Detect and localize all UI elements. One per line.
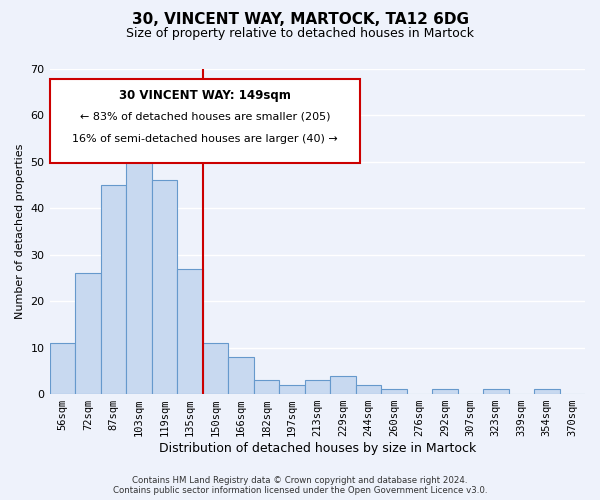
FancyBboxPatch shape xyxy=(50,79,360,164)
Bar xyxy=(152,180,177,394)
Bar xyxy=(330,376,356,394)
Text: 16% of semi-detached houses are larger (40) →: 16% of semi-detached houses are larger (… xyxy=(72,134,338,144)
Text: 30 VINCENT WAY: 149sqm: 30 VINCENT WAY: 149sqm xyxy=(119,88,291,102)
Bar xyxy=(177,268,203,394)
Text: Size of property relative to detached houses in Martock: Size of property relative to detached ho… xyxy=(126,28,474,40)
Bar xyxy=(50,343,75,394)
Bar xyxy=(254,380,279,394)
Bar xyxy=(381,390,407,394)
Bar xyxy=(279,385,305,394)
Bar xyxy=(356,385,381,394)
Bar xyxy=(228,357,254,394)
Bar xyxy=(432,390,458,394)
Bar xyxy=(101,185,126,394)
Text: 30, VINCENT WAY, MARTOCK, TA12 6DG: 30, VINCENT WAY, MARTOCK, TA12 6DG xyxy=(131,12,469,28)
Bar xyxy=(75,274,101,394)
Bar xyxy=(126,134,152,394)
Bar xyxy=(534,390,560,394)
Bar xyxy=(203,343,228,394)
X-axis label: Distribution of detached houses by size in Martock: Distribution of detached houses by size … xyxy=(158,442,476,455)
Y-axis label: Number of detached properties: Number of detached properties xyxy=(15,144,25,319)
Bar xyxy=(483,390,509,394)
Text: Contains HM Land Registry data © Crown copyright and database right 2024.
Contai: Contains HM Land Registry data © Crown c… xyxy=(113,476,487,495)
Text: ← 83% of detached houses are smaller (205): ← 83% of detached houses are smaller (20… xyxy=(80,112,330,122)
Bar xyxy=(305,380,330,394)
